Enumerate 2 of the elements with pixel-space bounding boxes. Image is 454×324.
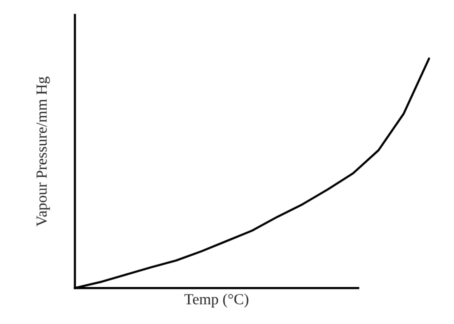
y-axis-title: Vapour Pressure/mm Hg <box>36 76 50 226</box>
x-axis-title: Temp (°C) <box>184 294 248 308</box>
